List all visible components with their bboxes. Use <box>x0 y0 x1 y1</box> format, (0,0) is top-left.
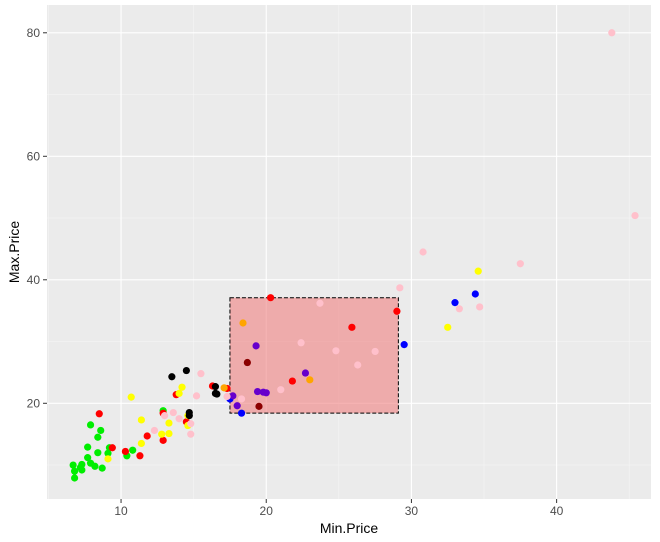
data-point <box>266 294 275 302</box>
data-point <box>84 454 92 462</box>
data-point <box>158 430 166 438</box>
data-point <box>316 299 324 307</box>
data-point <box>354 361 362 369</box>
data-point <box>237 395 246 403</box>
x-tick-label: 30 <box>405 504 419 518</box>
data-point <box>213 390 221 398</box>
data-point <box>253 387 262 396</box>
data-point <box>211 383 220 391</box>
data-point <box>516 260 524 268</box>
x-axis-tick-labels: 10 20 30 40 <box>114 504 563 518</box>
data-point <box>185 412 193 420</box>
data-points <box>69 29 639 482</box>
data-point <box>306 376 314 384</box>
data-point <box>371 347 379 356</box>
minor-gridlines <box>47 5 651 499</box>
data-point <box>78 466 86 474</box>
data-point <box>165 419 173 427</box>
data-point <box>69 461 77 469</box>
data-point <box>104 455 112 463</box>
data-point <box>178 383 186 391</box>
data-point <box>168 373 176 381</box>
data-point <box>455 305 463 313</box>
data-point <box>137 439 145 448</box>
axis-ticks <box>43 32 558 503</box>
data-point <box>91 462 99 470</box>
data-point <box>233 402 241 410</box>
y-tick-label: 60 <box>27 149 41 163</box>
data-point <box>129 446 137 454</box>
data-point <box>136 452 144 460</box>
data-point <box>419 248 427 256</box>
data-point <box>255 402 263 410</box>
data-point <box>277 386 285 394</box>
data-point <box>175 389 183 398</box>
data-point <box>471 290 479 298</box>
data-point <box>97 426 105 435</box>
data-point <box>396 284 404 292</box>
data-point <box>476 303 484 311</box>
data-point <box>229 392 237 400</box>
highlight-region <box>229 297 399 414</box>
data-point <box>237 409 246 417</box>
data-point <box>94 449 102 457</box>
x-tick-label: 40 <box>550 504 564 518</box>
data-point <box>169 408 177 417</box>
data-point <box>161 412 169 420</box>
x-tick-label: 20 <box>260 504 274 518</box>
data-point <box>393 307 401 315</box>
y-axis-title: Max.Price <box>6 221 22 283</box>
data-point <box>332 347 340 355</box>
data-point <box>243 358 251 367</box>
data-point <box>78 460 86 469</box>
data-point <box>175 415 183 423</box>
data-point <box>150 426 159 435</box>
data-point <box>288 377 296 385</box>
data-point <box>182 366 190 375</box>
data-point <box>187 420 195 428</box>
data-point <box>444 323 452 331</box>
data-point <box>121 447 130 456</box>
y-axis-tick-labels: 20 40 60 80 <box>27 26 41 411</box>
data-point <box>239 319 247 327</box>
data-point <box>137 416 145 424</box>
y-tick-label: 80 <box>27 26 41 40</box>
data-point <box>197 370 205 378</box>
data-point <box>70 474 79 482</box>
data-point <box>108 444 116 452</box>
y-tick-label: 40 <box>27 273 41 287</box>
data-point <box>187 430 195 438</box>
data-point <box>143 432 151 440</box>
data-point <box>127 393 135 401</box>
data-point <box>159 436 167 444</box>
data-point <box>223 392 231 401</box>
data-point <box>451 299 459 307</box>
data-point <box>348 323 356 331</box>
data-point <box>252 342 260 350</box>
data-point <box>94 433 102 441</box>
data-point <box>608 29 616 37</box>
data-point <box>631 211 639 220</box>
data-point <box>474 267 482 275</box>
data-point <box>98 464 106 472</box>
data-point <box>104 449 112 457</box>
y-tick-label: 20 <box>27 396 41 410</box>
data-point <box>95 410 103 418</box>
data-point <box>165 429 173 438</box>
data-point <box>297 339 305 347</box>
data-point <box>262 389 270 397</box>
data-point <box>220 384 228 392</box>
x-axis-title: Min.Price <box>320 520 379 536</box>
panel-background <box>47 5 651 499</box>
data-point <box>84 443 92 451</box>
data-point <box>400 341 408 349</box>
data-point <box>192 392 201 400</box>
data-point <box>86 421 95 429</box>
data-point <box>70 467 79 475</box>
x-tick-label: 10 <box>114 504 128 518</box>
data-point <box>301 369 310 377</box>
